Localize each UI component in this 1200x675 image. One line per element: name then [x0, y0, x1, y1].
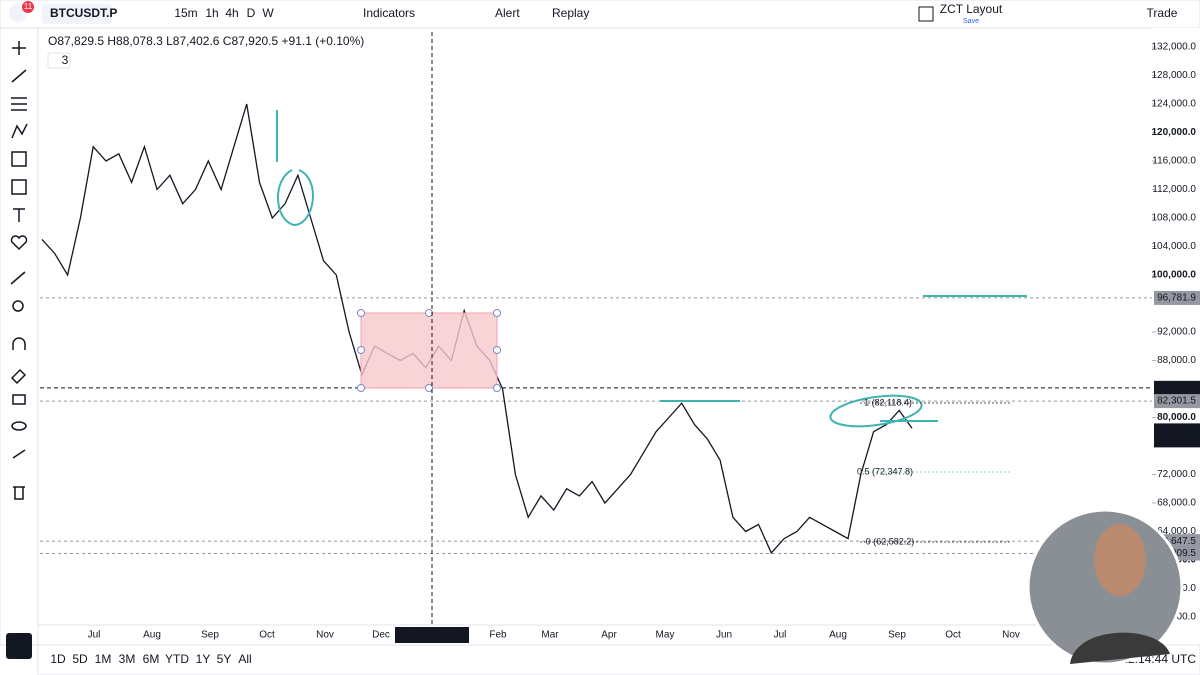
- y-tick-label: 108,000.0: [1152, 213, 1197, 224]
- webcam-person: [1094, 524, 1146, 596]
- price-level-label: 84,162.4: [1157, 382, 1196, 393]
- replay-button[interactable]: Replay: [552, 6, 589, 20]
- price-level-tag: [1154, 290, 1200, 305]
- indicators-button[interactable]: Indicators: [363, 6, 415, 20]
- interval-button[interactable]: 15m: [174, 6, 197, 20]
- interval-button[interactable]: D: [247, 6, 256, 20]
- x-tick-label: Aug: [143, 630, 161, 641]
- x-tick-label: Nov: [1002, 630, 1020, 641]
- y-tick-label: 100,000.0: [1152, 270, 1197, 281]
- favorites[interactable]: [6, 633, 32, 659]
- x-tick-label: Oct: [945, 630, 961, 641]
- price-level-label: 60,909.5: [1157, 548, 1196, 559]
- left-toolbar: [0, 27, 39, 646]
- range-button[interactable]: 5Y: [217, 652, 232, 666]
- range-button[interactable]: All: [238, 652, 251, 666]
- y-tick-label: 128,000.0: [1152, 70, 1197, 81]
- x-tick-label: Aug: [829, 630, 847, 641]
- indicator-count[interactable]: 3: [62, 53, 69, 67]
- y-tick-label: 64,000.0: [1157, 526, 1196, 537]
- y-tick-label: 124,000.0: [1152, 99, 1197, 110]
- price-level-label: 62,647.5: [1157, 536, 1196, 547]
- hand-drawings: [276, 110, 1027, 428]
- x-tick-label: Jul: [774, 630, 787, 641]
- x-tick-label: Oct: [259, 630, 275, 641]
- x-tick-label: May: [656, 630, 675, 641]
- layout-save[interactable]: Save: [963, 18, 979, 25]
- y-tick-label: 72,000.0: [1157, 469, 1196, 480]
- y-tick-label: 68,000.0: [1157, 498, 1196, 509]
- bottom-toolbar: [37, 644, 1200, 675]
- y-tick-label: 88,000.0: [1157, 355, 1196, 366]
- badge: [22, 1, 34, 13]
- price-axis: [1152, 28, 1200, 625]
- x-tick-label: Sep: [888, 630, 906, 641]
- last-price-time: 11:45:15: [1158, 436, 1197, 447]
- crosshair-label: Sun 28 Dec '25: [398, 630, 467, 641]
- y-tick-label: 120,000.0: [1152, 127, 1197, 138]
- top-toolbar: [0, 0, 1200, 29]
- badge-count: 11: [24, 2, 33, 11]
- y-tick-label: 80,000.0: [1157, 412, 1196, 423]
- x-tick-label: Apr: [601, 630, 617, 641]
- y-tick-label: 132,000.0: [1152, 42, 1197, 53]
- x-tick-label: Jun: [716, 630, 732, 641]
- range-button[interactable]: 5D: [72, 652, 88, 666]
- range-button[interactable]: 6M: [143, 652, 160, 666]
- symbol[interactable]: BTCUSDT.P: [50, 6, 117, 20]
- price-level-label: 82,301.5: [1157, 396, 1196, 407]
- crosshair-tag: [395, 627, 469, 643]
- price-level-tag: [1154, 380, 1200, 395]
- ohlc-legend: O87,829.5 H88,078.3 L87,402.6 C87,920.5 …: [48, 34, 364, 48]
- layout-name[interactable]: ZCT Layout: [940, 2, 1003, 16]
- webcam-shirt: [1070, 632, 1170, 664]
- x-tick-label: Jul: [88, 630, 101, 641]
- y-tick-label: 104,000.0: [1152, 241, 1197, 252]
- alert-button[interactable]: Alert: [495, 6, 520, 20]
- y-tick-label: 116,000.0: [1152, 156, 1196, 167]
- indicator-count-box[interactable]: [47, 52, 71, 69]
- interval-button[interactable]: 1h: [205, 6, 218, 20]
- fib-label: 0.5 (72,347.8): [857, 466, 913, 476]
- x-tick-label: Mar: [541, 630, 559, 641]
- price-level-tag: [1154, 394, 1200, 409]
- x-tick-label: Sep: [201, 630, 219, 641]
- symbol-box[interactable]: [42, 4, 112, 24]
- last-price-label: 78,190.4: [1157, 425, 1196, 436]
- trade-button[interactable]: Trade: [1147, 6, 1178, 20]
- y-tick-label: 112,000.0: [1152, 184, 1196, 195]
- x-tick-label: Feb: [489, 630, 507, 641]
- price-level-label: 96,781.9: [1157, 293, 1196, 304]
- interval-button[interactable]: W: [262, 6, 274, 20]
- x-tick-label: Nov: [316, 630, 334, 641]
- fib-label: 0 (62,582.2): [866, 536, 915, 546]
- last-price-tag: [1154, 423, 1200, 448]
- layout-icon[interactable]: [918, 6, 934, 22]
- range-button[interactable]: YTD: [165, 652, 189, 666]
- range-button[interactable]: 1Y: [196, 652, 211, 666]
- drawing-tools[interactable]: [10, 41, 28, 500]
- fib-label: 1 (82,118.4): [864, 397, 912, 407]
- range-button[interactable]: 3M: [119, 652, 136, 666]
- interval-button[interactable]: 4h: [225, 6, 238, 20]
- x-tick-label: Dec: [372, 630, 390, 641]
- range-button[interactable]: 1D: [50, 652, 66, 666]
- range-button[interactable]: 1M: [95, 652, 112, 666]
- range-box[interactable]: [360, 312, 498, 389]
- y-tick-label: 92,000.0: [1157, 327, 1196, 338]
